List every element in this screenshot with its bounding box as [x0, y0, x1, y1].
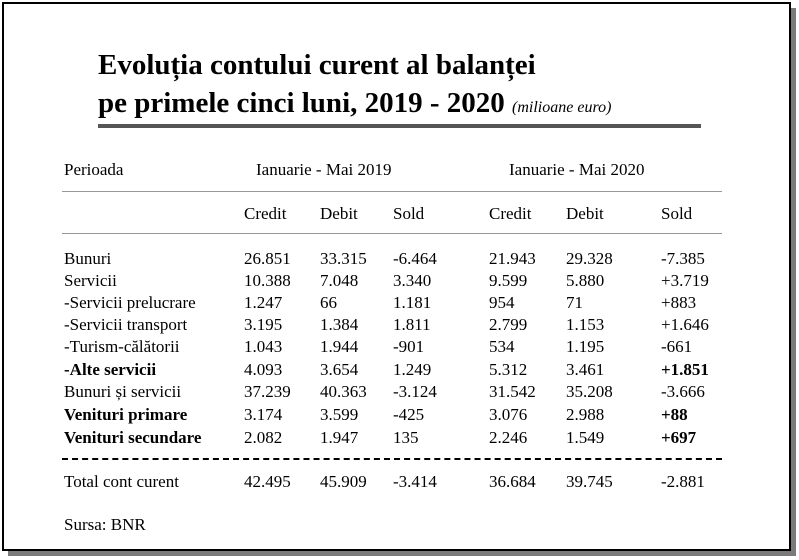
total-cell: -2.881: [661, 472, 705, 491]
column-header: Sold: [393, 204, 425, 223]
table-cell: 3.654: [320, 360, 359, 379]
table-cell: 534: [489, 337, 515, 356]
table-cell: 2.246: [489, 428, 528, 447]
total-cell: -3.414: [393, 472, 437, 491]
table-cell: -425: [393, 405, 425, 424]
document-frame: [2, 2, 791, 551]
row-label: Bunuri și servicii: [64, 382, 182, 401]
table-cell: 3.076: [489, 405, 528, 424]
source-note: Sursa: BNR: [64, 515, 146, 534]
table-cell: 3.461: [566, 360, 605, 379]
table-cell: 954: [489, 293, 515, 312]
table-cell: +883: [661, 293, 697, 312]
table-cell: 1.947: [320, 428, 359, 447]
title-line-1: Evoluția contului curent al balanței: [98, 49, 536, 81]
row-label: Venituri primare: [64, 405, 188, 424]
period-header: Perioada: [64, 160, 124, 179]
table-cell: 1.043: [244, 337, 283, 356]
table-cell: 31.542: [489, 382, 536, 401]
title-underline: [98, 124, 701, 128]
table-cell: 1.944: [320, 337, 359, 356]
table-cell: 21.943: [489, 249, 536, 268]
table-cell: -901: [393, 337, 425, 356]
total-cell: 45.909: [320, 472, 367, 491]
table-cell: 66: [320, 293, 337, 312]
frame-shadow-right: [791, 8, 796, 554]
table-cell: +697: [661, 428, 697, 447]
column-header: Sold: [661, 204, 693, 223]
total-label: Total cont curent: [64, 472, 179, 491]
total-cell: 36.684: [489, 472, 536, 491]
table-cell: 1.181: [393, 293, 432, 312]
table-cell: 9.599: [489, 271, 528, 290]
table-cell: 4.093: [244, 360, 283, 379]
table-cell: 1.549: [566, 428, 605, 447]
table-cell: 1.247: [244, 293, 283, 312]
table-cell: 135: [393, 428, 419, 447]
table-cell: +1.851: [661, 360, 709, 379]
table-cell: 1.811: [393, 315, 431, 334]
table-cell: 26.851: [244, 249, 291, 268]
column-header: Debit: [566, 204, 604, 223]
group-header-2019: Ianuarie - Mai 2019: [256, 160, 392, 179]
column-header: Credit: [489, 204, 532, 223]
title-line-2: pe primele cinci luni, 2019 - 2020 (mili…: [98, 86, 611, 125]
column-header: Credit: [244, 204, 287, 223]
table-cell: 1.153: [566, 315, 605, 334]
table-cell: 2.988: [566, 405, 605, 424]
group-header-2020: Ianuarie - Mai 2020: [509, 160, 645, 179]
table-cell: 7.048: [320, 271, 359, 290]
table-cell: 71: [566, 293, 583, 312]
table-cell: 1.195: [566, 337, 605, 356]
table-cell: 29.328: [566, 249, 613, 268]
row-label: Bunuri: [64, 249, 112, 268]
table-cell: -3.666: [661, 382, 705, 401]
table-cell: -7.385: [661, 249, 705, 268]
table-cell: 1.384: [320, 315, 359, 334]
table-cell: +3.719: [661, 271, 709, 290]
table-cell: 10.388: [244, 271, 291, 290]
table-cell: 3.599: [320, 405, 359, 424]
row-label: -Servicii transport: [64, 315, 188, 334]
table-cell: 1.249: [393, 360, 432, 379]
row-label: Venituri secundare: [64, 428, 202, 447]
table-cell: +1.646: [661, 315, 709, 334]
table-cell: -3.124: [393, 382, 437, 401]
column-header: Debit: [320, 204, 358, 223]
table-cell: 3.174: [244, 405, 283, 424]
total-cell: 42.495: [244, 472, 291, 491]
table-cell: 33.315: [320, 249, 367, 268]
table-cell: 2.082: [244, 428, 283, 447]
table-cell: 2.799: [489, 315, 528, 334]
row-label: -Servicii prelucrare: [64, 293, 196, 312]
table-cell: 3.195: [244, 315, 283, 334]
title-line-2-text: pe primele cinci luni, 2019 - 2020: [98, 87, 505, 119]
header-rule-bottom: [62, 233, 722, 234]
table-cell: 35.208: [566, 382, 613, 401]
table-cell: -6.464: [393, 249, 437, 268]
header-rule-top: [62, 191, 722, 192]
unit-label: (milioane euro): [512, 99, 612, 116]
table-cell: 3.340: [393, 271, 432, 290]
table-cell: 5.880: [566, 271, 605, 290]
row-label: -Turism-călătorii: [64, 337, 180, 356]
table-cell: 5.312: [489, 360, 528, 379]
row-label: -Alte servicii: [64, 360, 157, 379]
table-cell: 40.363: [320, 382, 367, 401]
total-separator: [62, 458, 722, 460]
table-cell: +88: [661, 405, 688, 424]
total-cell: 39.745: [566, 472, 613, 491]
table-cell: 37.239: [244, 382, 291, 401]
frame-shadow-bottom: [8, 551, 796, 556]
row-label: Servicii: [64, 271, 117, 290]
table-cell: -661: [661, 337, 693, 356]
